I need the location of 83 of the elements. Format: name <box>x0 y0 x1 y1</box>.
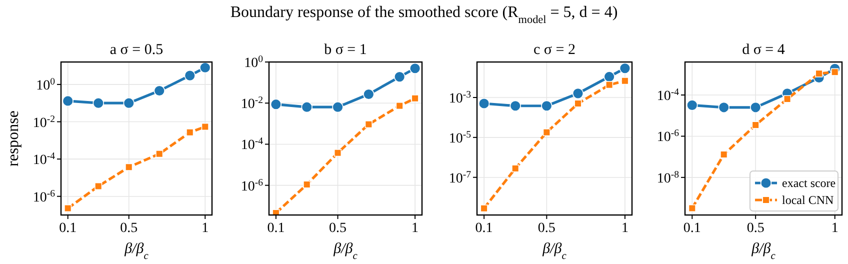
y-tick-label: 10$^{-4}$ <box>240 136 264 154</box>
point <box>409 62 421 74</box>
point <box>364 120 372 128</box>
point <box>125 163 133 171</box>
y-tick-label: 10$^{-6}$ <box>240 176 264 194</box>
point <box>272 209 280 215</box>
point <box>720 150 728 158</box>
point <box>480 204 488 212</box>
y-tick-label: 10$^{-2}$ <box>32 113 56 131</box>
y-tick-label: 10$^{-7}$ <box>448 168 472 186</box>
y-tick-label: 10$^{0}$ <box>36 76 56 94</box>
point <box>831 68 839 76</box>
point <box>270 98 282 110</box>
point <box>688 204 696 212</box>
x-axis-title: β/β$_{c}$ <box>750 241 776 262</box>
y-tick-label: 10$^{-4}$ <box>32 150 56 168</box>
y-tick-label: 10$^{-6}$ <box>32 188 56 206</box>
point <box>154 85 165 96</box>
x-tick-label: 0.5 <box>329 221 347 236</box>
point <box>718 102 730 114</box>
x-tick-label: 1 <box>831 221 838 236</box>
point <box>606 81 614 89</box>
x-tick-label: 1 <box>412 221 419 236</box>
point <box>64 204 72 212</box>
y-tick-label: 10$^{-2}$ <box>240 94 264 112</box>
x-axis-title: β/β$_{c}$ <box>542 241 567 262</box>
y-tick-label: 10$^{0}$ <box>244 54 264 71</box>
x-axis-title: β/β$_{c}$ <box>124 241 149 262</box>
point <box>750 102 762 114</box>
point <box>156 150 164 158</box>
point <box>621 77 629 85</box>
point <box>411 94 419 102</box>
point <box>478 98 490 110</box>
chart-title: a σ = 0.5 <box>110 42 164 58</box>
x-tick-label: 0.1 <box>59 221 77 236</box>
point <box>332 101 344 113</box>
x-axis-title: β/β$_{c}$ <box>332 241 358 262</box>
point <box>619 62 631 74</box>
point <box>363 88 374 100</box>
x-tick-label: 0.5 <box>538 221 556 236</box>
y-tick-label: 10$^{-6}$ <box>656 128 680 146</box>
x-tick-label: 0.1 <box>475 221 493 236</box>
point <box>62 95 74 107</box>
point <box>94 182 102 190</box>
point <box>541 100 552 112</box>
point <box>686 100 698 111</box>
chart-title: d σ = 4 <box>742 42 786 58</box>
chart-title: b σ = 1 <box>324 42 367 58</box>
x-tick-label: 0.5 <box>746 221 764 236</box>
legend-label: local CNN <box>782 193 834 207</box>
point <box>303 180 311 188</box>
point <box>301 101 312 113</box>
y-tick-label: 10$^{-8}$ <box>656 168 680 186</box>
x-tick-label: 1 <box>621 221 628 236</box>
point <box>186 128 194 136</box>
point <box>92 98 104 109</box>
x-tick-label: 0.1 <box>683 221 701 236</box>
point <box>542 128 550 136</box>
point <box>815 70 823 78</box>
point <box>510 100 521 112</box>
x-tick-label: 0.1 <box>267 221 285 236</box>
point <box>123 98 134 109</box>
y-tick-label: 10$^{-4}$ <box>656 86 680 104</box>
point <box>572 88 584 100</box>
point <box>512 164 520 172</box>
point <box>201 122 209 131</box>
point <box>783 95 792 103</box>
text: Boundary response of the smoothed score (R$_{model}$ = 5, d = 4) <box>230 4 618 26</box>
point <box>604 71 615 82</box>
point <box>334 149 342 157</box>
point <box>574 100 582 108</box>
y-tick-label: 10$^{-5}$ <box>448 128 472 146</box>
point <box>394 71 406 82</box>
chart-title: c σ = 2 <box>534 42 576 58</box>
point <box>200 62 211 74</box>
point <box>396 102 404 110</box>
x-tick-label: 1 <box>202 221 209 236</box>
x-tick-label: 0.5 <box>120 221 138 236</box>
point <box>184 70 196 82</box>
y-tick-label: 10$^{-3}$ <box>448 88 472 106</box>
point <box>752 121 760 129</box>
y-axis-title: response <box>5 110 22 166</box>
legend-label: exact score <box>782 176 836 190</box>
